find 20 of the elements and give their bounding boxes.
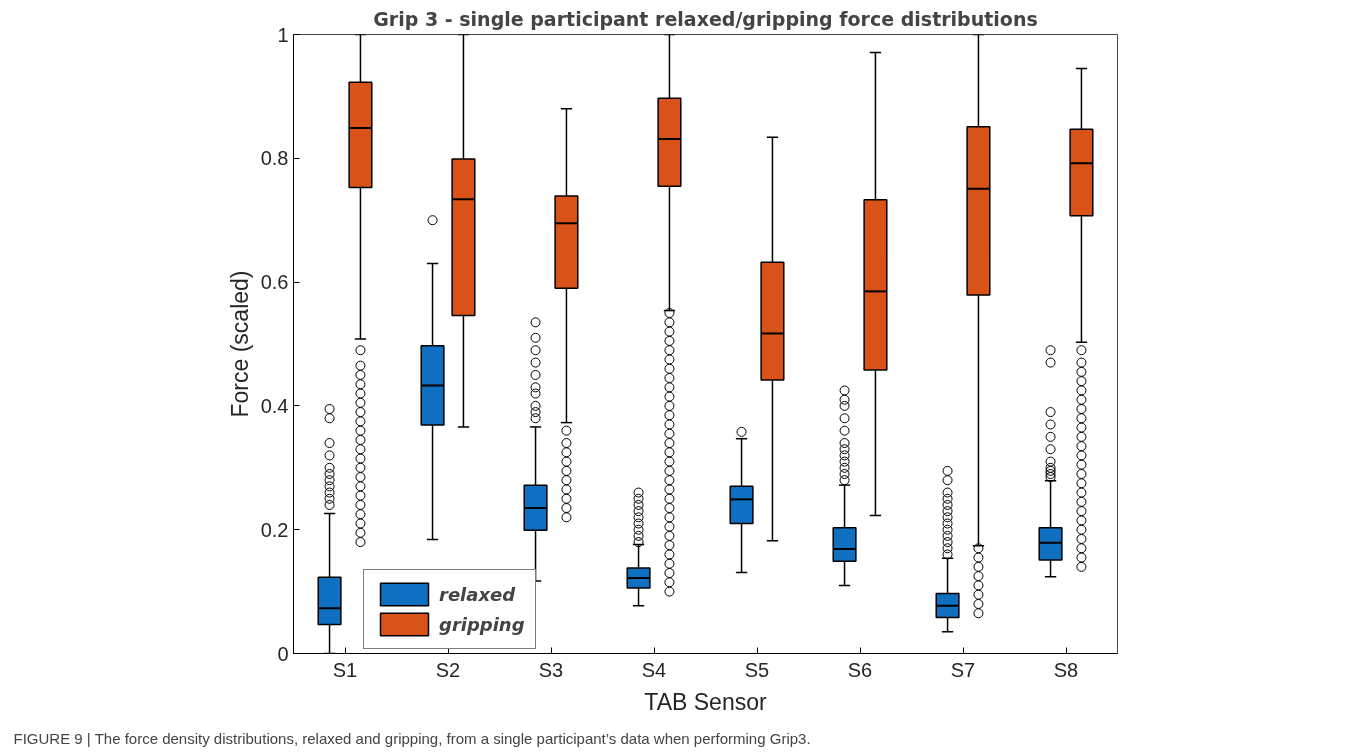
legend-label: gripping — [439, 613, 525, 635]
x-tick-label: S3 — [538, 658, 564, 681]
x-tick-label: S2 — [435, 658, 461, 681]
chart-title: Grip 3 - single participant relaxed/gripping force distributions — [373, 7, 1038, 30]
x-tick-label: S6 — [847, 658, 873, 681]
x-tick-label: S1 — [332, 658, 358, 681]
x-axis-title: TAB Sensor — [644, 688, 767, 715]
y-tick-label: 1 — [277, 23, 289, 46]
caption: FIGURE 9 | The force density distributions, relaxed and gripping, from a single participant’s data when performing Grip3. — [13, 729, 811, 747]
legend-label: relaxed — [439, 583, 516, 605]
y-tick-label: 0.2 — [260, 518, 289, 541]
y-tick-label: 0.6 — [260, 271, 289, 294]
y-tick-label: 0.8 — [260, 147, 289, 170]
x-tick-label: S7 — [950, 658, 976, 681]
y-axis-title: Force (scaled) — [226, 270, 253, 418]
y-tick-label: 0.4 — [260, 394, 289, 417]
x-tick-label: S8 — [1053, 658, 1079, 681]
y-tick-label: 0 — [277, 642, 289, 665]
x-tick-label: S5 — [744, 658, 770, 681]
x-tick-label: S4 — [641, 658, 667, 681]
